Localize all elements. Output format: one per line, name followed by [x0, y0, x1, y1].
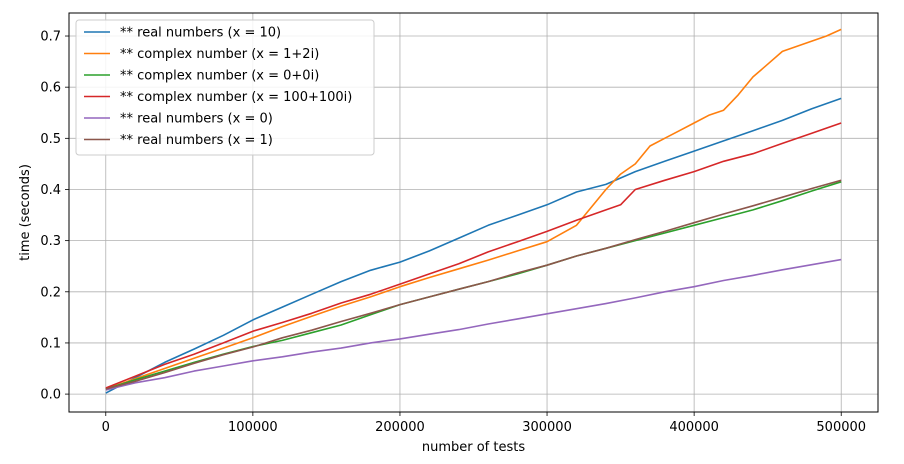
legend-label: ** complex number (x = 100+100i): [120, 90, 352, 105]
y-tick-label: 0.5: [40, 132, 61, 147]
y-tick-label: 0.1: [40, 336, 61, 351]
series-layer: [105, 28, 842, 394]
x-tick-label: 200000: [375, 420, 425, 435]
series-line-6: [105, 179, 842, 390]
x-tick-label: 100000: [228, 420, 278, 435]
legend-label: ** complex number (x = 0+0i): [120, 69, 319, 84]
series-line-5: [105, 258, 842, 391]
legend: ** real numbers (x = 10) ** complex numbe…: [75, 19, 375, 156]
legend-label: ** real numbers (x = 0): [120, 112, 273, 127]
x-tick-label: 500000: [816, 420, 866, 435]
series-line-4: [105, 122, 842, 389]
x-axis-label: number of tests: [422, 440, 525, 455]
series-line-2: [105, 28, 842, 390]
x-axis: 0 100000 200000 300000 400000 500000: [102, 412, 866, 435]
y-tick-label: 0.7: [40, 30, 61, 45]
x-tick-label: 400000: [669, 420, 719, 435]
legend-box: [75, 19, 375, 156]
y-axis-label: time (seconds): [18, 164, 33, 261]
y-tick-label: 0.4: [40, 183, 61, 198]
x-tick-label: 0: [102, 420, 110, 435]
plot-frame: [68, 12, 879, 413]
series-line-1: [105, 97, 842, 394]
legend-label: ** real numbers (x = 10): [120, 26, 281, 41]
grid: [69, 13, 878, 412]
y-axis: 0.0 0.1 0.2 0.3 0.4 0.5 0.6 0.7: [40, 30, 69, 403]
y-tick-label: 0.0: [40, 388, 61, 403]
y-tick-label: 0.6: [40, 81, 61, 96]
y-tick-label: 0.3: [40, 234, 61, 249]
x-tick-label: 300000: [522, 420, 572, 435]
legend-label: ** real numbers (x = 1): [120, 133, 273, 148]
y-tick-label: 0.2: [40, 285, 61, 300]
legend-label: ** complex number (x = 1+2i): [120, 47, 319, 62]
